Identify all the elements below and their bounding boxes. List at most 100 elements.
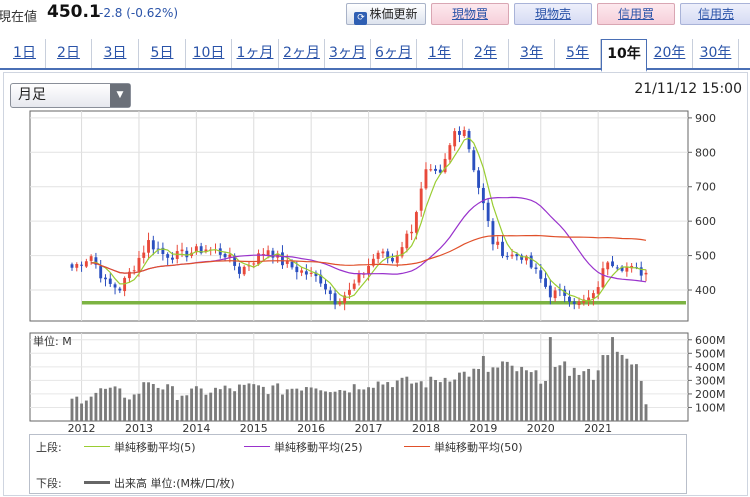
tab-5d[interactable]: 5日 [139,39,186,68]
tab-2y[interactable]: 2年 [463,39,509,68]
tab-2m[interactable]: 2ヶ月 [279,39,325,68]
candle-body [534,267,538,269]
candle-body [625,267,629,272]
legend-swatch-volume [84,481,110,484]
tab-1m[interactable]: 1ヶ月 [232,39,279,68]
price-tick-label: 600 [695,215,716,228]
price-tick-label: 900 [695,112,716,125]
candle-body [410,231,414,234]
volume-bar [347,392,351,421]
volume-bar [214,387,217,421]
candle-body [405,233,409,249]
tab-6m[interactable]: 6ヶ月 [371,39,417,68]
candle-body [520,255,524,260]
volume-bar [367,387,371,421]
tab-10y[interactable]: 10年 [601,39,647,72]
candle-body [615,267,619,269]
candle-body [644,272,648,275]
volume-bar [185,395,189,421]
candle-body [367,265,371,275]
x-axis-labels: 2012 2013 2014 2015 2016 2017 2018 2019 2020 2021 [68,422,613,435]
volume-bar [381,384,385,421]
candle-body [175,251,179,259]
candle-period-value: 月足 [18,87,46,103]
tab-3y[interactable]: 3年 [509,39,555,68]
volume-bar [477,368,481,421]
candle-body [381,251,385,254]
volume-bar [395,380,399,421]
tab-3m[interactable]: 3ヶ月 [325,39,371,68]
volume-bar [410,383,414,421]
candle-body [151,240,155,250]
volume-bar [281,394,284,421]
cash-buy-button[interactable]: 現物買 [431,3,509,25]
candle-period-select[interactable]: 月足 ▼ [10,83,131,108]
candle-body [271,250,275,258]
legend-item-ma5: 単純移動平均(5) [114,441,196,454]
tab-5y[interactable]: 5年 [555,39,601,68]
volume-bar [472,368,476,421]
chart-legend: 上段: 単純移動平均(5) 単純移動平均(25) 単純移動平均(50) 下段: … [29,434,687,494]
volume-bar [524,370,528,421]
legend-swatch-ma25 [244,446,270,447]
volume-bar [601,355,605,421]
candle-body [376,252,380,259]
refresh-price-button[interactable]: ⟳ 株価更新 [346,3,426,25]
tab-10d[interactable]: 10日 [186,39,232,68]
volume-bar [84,400,88,421]
volume-bar [371,387,375,421]
volume-bar [80,403,84,421]
tab-2d[interactable]: 2日 [46,39,92,68]
volume-bar [611,337,614,421]
volume-bar [510,365,514,421]
candle-body [295,266,299,273]
legend-swatch-ma50 [404,446,430,447]
candle-body [180,249,184,252]
volume-bar [534,370,538,421]
candle-body [391,257,394,262]
volume-bar [309,387,313,421]
volume-bar [467,376,471,421]
volume-bar [577,374,581,421]
volume-bar [252,384,256,421]
candle-body [75,263,79,268]
candle-body [371,258,375,266]
volume-bar [304,387,308,421]
candle-body [429,169,433,171]
price-tick-label: 400 [695,284,716,297]
volume-bar [123,397,127,421]
tab-1y[interactable]: 1年 [417,39,463,68]
cash-sell-button[interactable]: 現物売 [514,3,592,25]
tab-1d[interactable]: 1日 [4,39,46,68]
candle-body [281,252,284,266]
candle-body [185,250,189,258]
margin-sell-button[interactable]: 信用売 [680,3,750,25]
volume-bar [620,354,624,421]
candle-body [491,221,495,245]
x-tick-label: 2014 [182,422,210,435]
volume-bar [376,381,380,421]
volume-bar [166,384,170,421]
candle-body [544,278,547,287]
margin-buy-button[interactable]: 信用買 [597,3,675,25]
current-price-label: 現在値 [0,10,38,25]
volume-bar [615,351,619,421]
tab-20y[interactable]: 20年 [647,39,693,68]
price-tick-label: 800 [695,146,716,159]
tab-3d[interactable]: 3日 [92,39,139,68]
volume-bar [295,388,299,421]
volume-bar [328,392,332,421]
candle-body [606,262,610,270]
volume-bar [414,382,418,421]
candle-body [434,168,437,171]
volume-bar [352,384,356,421]
volume-bar [553,366,557,421]
candle-body [496,241,500,245]
candle-body [242,266,246,275]
volume-bar [147,382,150,421]
volume-bar [343,390,347,421]
candle-body [486,202,490,222]
tab-30y[interactable]: 30年 [693,39,739,68]
volume-bar [113,386,117,421]
